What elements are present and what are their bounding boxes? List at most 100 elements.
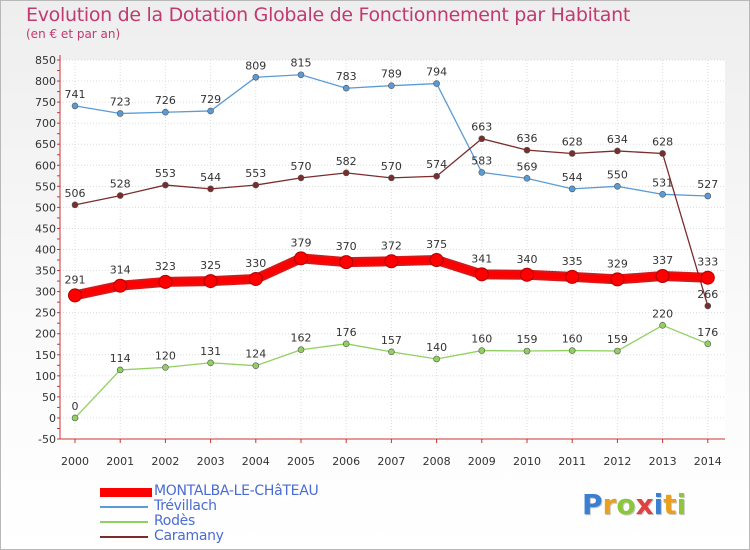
data-label: 574 bbox=[426, 158, 447, 171]
data-label: 815 bbox=[291, 57, 312, 70]
data-point bbox=[433, 80, 440, 87]
y-tick-label: 350 bbox=[35, 265, 56, 278]
data-label: 160 bbox=[562, 333, 583, 346]
y-tick-label: 150 bbox=[35, 349, 56, 362]
data-point bbox=[294, 251, 308, 266]
data-point bbox=[207, 107, 214, 115]
data-point bbox=[162, 364, 169, 371]
data-point bbox=[659, 191, 666, 198]
data-point bbox=[565, 269, 580, 284]
legend-label: Caramany bbox=[154, 528, 224, 544]
plot-area bbox=[60, 60, 725, 439]
data-point bbox=[614, 347, 621, 355]
legend-swatch bbox=[100, 506, 148, 508]
data-point bbox=[523, 347, 531, 355]
data-point bbox=[388, 348, 395, 356]
proxiti-logo: Proxiti bbox=[582, 488, 686, 521]
legend-swatch bbox=[100, 488, 152, 497]
x-tick-label: 2009 bbox=[468, 455, 496, 468]
data-point bbox=[71, 414, 79, 422]
legend-swatch bbox=[100, 521, 148, 523]
data-point bbox=[203, 274, 218, 289]
y-tick-label: -50 bbox=[38, 433, 56, 446]
data-label: 634 bbox=[607, 133, 628, 146]
data-label: 531 bbox=[652, 176, 673, 189]
data-label: 570 bbox=[381, 160, 402, 173]
data-label: 291 bbox=[65, 273, 86, 286]
data-label: 131 bbox=[200, 345, 221, 358]
y-tick-label: 200 bbox=[35, 328, 56, 341]
data-label: 636 bbox=[517, 132, 538, 145]
data-point bbox=[339, 255, 354, 270]
data-label: 723 bbox=[110, 95, 131, 108]
series-rodes: 0 114 120 131 124 162 176 157 140 160 159 160 159 220… bbox=[71, 307, 718, 422]
data-point bbox=[207, 185, 214, 193]
data-label: 789 bbox=[381, 68, 402, 81]
data-point bbox=[704, 340, 712, 348]
data-point bbox=[610, 272, 625, 287]
y-tick-label: 100 bbox=[35, 370, 56, 383]
y-tick-label: 600 bbox=[35, 159, 56, 172]
data-point bbox=[252, 181, 260, 189]
data-point bbox=[478, 347, 486, 354]
legend-label: Trévillach bbox=[154, 498, 217, 514]
x-tick-label: 2002 bbox=[151, 455, 179, 468]
data-point bbox=[342, 340, 350, 348]
logo-letter: i bbox=[676, 488, 687, 521]
data-label: 325 bbox=[200, 259, 221, 272]
y-tick-label: 700 bbox=[35, 117, 56, 130]
data-label: 506 bbox=[65, 187, 86, 200]
data-point bbox=[342, 84, 350, 92]
data-point bbox=[116, 192, 124, 199]
data-point bbox=[433, 355, 440, 363]
y-tick-label: 500 bbox=[35, 201, 56, 214]
logo-letter: P bbox=[582, 488, 603, 521]
y-tick-label: 300 bbox=[35, 286, 56, 299]
data-label: 140 bbox=[426, 341, 447, 354]
logo-letter: i bbox=[653, 488, 664, 521]
series-montalba-le-chateau: 291 314 323 325 330 379 370 372 375 341 340 335 329 3… bbox=[65, 236, 718, 303]
data-point bbox=[704, 302, 712, 310]
data-point bbox=[388, 174, 395, 182]
data-label: 544 bbox=[562, 171, 583, 184]
x-tick-label: 2000 bbox=[61, 455, 89, 468]
data-label: 176 bbox=[697, 326, 718, 339]
data-label: 120 bbox=[155, 349, 176, 362]
data-label: 266 bbox=[697, 288, 718, 301]
data-label: 783 bbox=[336, 70, 357, 83]
logo-letter: o bbox=[616, 488, 636, 521]
x-tick-label: 2006 bbox=[332, 455, 360, 468]
x-tick-label: 2011 bbox=[558, 455, 586, 468]
data-point bbox=[568, 347, 576, 354]
data-point bbox=[614, 183, 621, 190]
data-label: 159 bbox=[607, 333, 628, 346]
data-label: 550 bbox=[607, 168, 628, 181]
data-point bbox=[700, 270, 715, 285]
legend-label: MONTALBA-LE-CHâTEAU bbox=[154, 483, 319, 499]
data-point bbox=[474, 267, 489, 282]
logo-letter: x bbox=[635, 488, 654, 521]
data-point bbox=[116, 366, 124, 374]
data-point bbox=[207, 359, 214, 367]
data-label: 335 bbox=[562, 255, 583, 268]
data-point bbox=[248, 271, 263, 286]
series-caramany: 506 528 553 544 553 570 582 570 574 663 636 628 634 6… bbox=[65, 121, 718, 310]
data-point bbox=[71, 201, 79, 209]
data-point bbox=[568, 150, 576, 157]
data-label: 340 bbox=[517, 253, 538, 266]
data-label: 628 bbox=[562, 135, 583, 148]
data-label: 341 bbox=[471, 252, 492, 265]
chart-title: Evolution de la Dotation Globale de Fonc… bbox=[26, 4, 631, 26]
y-tick-label: 550 bbox=[35, 180, 56, 193]
data-point bbox=[433, 172, 440, 180]
data-point bbox=[388, 82, 395, 89]
data-point bbox=[297, 346, 305, 354]
data-label: 553 bbox=[155, 167, 176, 180]
data-point bbox=[297, 71, 305, 79]
data-point bbox=[342, 169, 350, 177]
data-label: 372 bbox=[381, 239, 402, 252]
y-tick-label: 250 bbox=[35, 307, 56, 320]
data-point bbox=[252, 73, 260, 81]
data-label: 726 bbox=[155, 94, 176, 107]
